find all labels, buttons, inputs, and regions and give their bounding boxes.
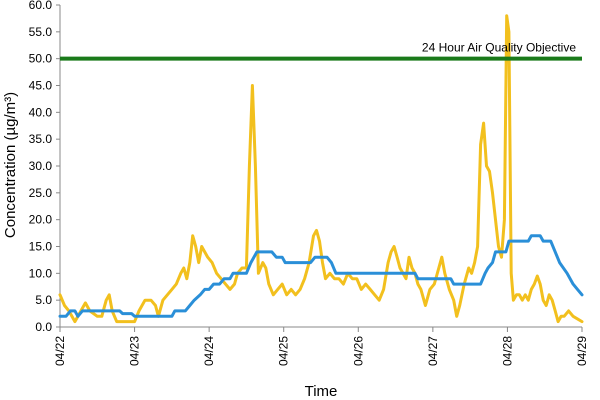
y-tick-label: 40.0 — [29, 105, 53, 119]
y-tick-label: 5.0 — [35, 293, 52, 307]
x-tick-label: 04/23 — [128, 336, 142, 366]
series-lines — [58, 14, 584, 324]
y-tick-label: 50.0 — [29, 52, 53, 66]
x-tick-label: 04/25 — [277, 336, 291, 366]
series-line-1 — [58, 14, 584, 324]
x-axis: 04/22 04/23 04/24 04/25 04/26 04/27 04/28 04/29 — [53, 326, 589, 366]
x-tick-label: 04/22 — [53, 336, 67, 366]
x-tick-label: 04/29 — [575, 336, 589, 366]
y-tick-label: 45.0 — [29, 79, 53, 93]
x-tick-label: 04/24 — [202, 336, 216, 366]
y-axis-title: Concentration (µg/m³) — [2, 92, 19, 238]
objective-line-group: 24 Hour Air Quality Objective — [60, 41, 582, 61]
objective-label: 24 Hour Air Quality Objective — [422, 41, 576, 55]
y-tick-label: 60.0 — [29, 0, 53, 12]
y-tick-label: 20.0 — [29, 213, 53, 227]
x-tick-label: 04/27 — [426, 336, 440, 366]
y-tick-label: 35.0 — [29, 132, 53, 146]
y-axis: 0.0 5.0 10.0 15.0 20.0 25.0 30.0 35.0 40.0 45.0 50… — [29, 0, 61, 334]
y-tick-label: 55.0 — [29, 25, 53, 39]
y-tick-label: 30.0 — [29, 159, 53, 173]
y-tick-label: 10.0 — [29, 266, 53, 280]
series-line-2 — [58, 234, 584, 318]
y-tick-label: 25.0 — [29, 186, 53, 200]
x-axis-title: Time — [305, 383, 338, 400]
x-tick-label: 04/28 — [500, 336, 514, 366]
y-tick-label: 0.0 — [35, 320, 52, 334]
x-tick-label: 04/26 — [351, 336, 365, 366]
y-tick-label: 15.0 — [29, 240, 53, 254]
